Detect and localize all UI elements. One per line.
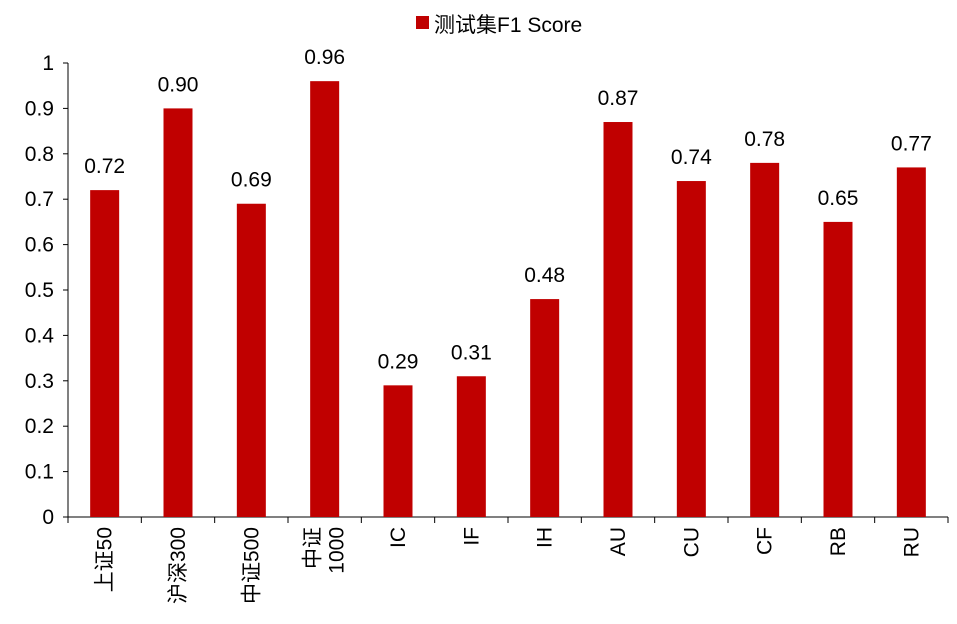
category-label: RB xyxy=(827,527,850,556)
category-label-line: IC xyxy=(387,527,410,548)
y-tick-label: 0.1 xyxy=(25,461,54,484)
category-label-line: CU xyxy=(680,527,703,557)
data-label: 0.87 xyxy=(598,87,639,110)
category-label-line: RB xyxy=(827,527,850,556)
bars xyxy=(90,81,926,518)
data-label: 0.72 xyxy=(84,155,125,178)
data-label: 0.69 xyxy=(231,169,272,192)
y-tick-label: 0.3 xyxy=(25,370,54,393)
bar xyxy=(236,203,266,518)
y-tick-label: 0 xyxy=(42,506,54,529)
data-label: 0.74 xyxy=(671,146,712,169)
category-label-line: 1000 xyxy=(326,527,349,574)
bar xyxy=(750,162,780,517)
bar xyxy=(823,221,853,517)
category-label-line: 中证 xyxy=(302,527,325,569)
category-label: 上证50 xyxy=(94,527,117,592)
bar xyxy=(603,122,633,518)
bar xyxy=(163,108,193,518)
category-label: 中证 1000 xyxy=(302,527,349,574)
y-tick-label: 1 xyxy=(42,52,54,75)
legend: 测试集F1 Score xyxy=(416,14,582,37)
category-label: CF xyxy=(754,527,777,555)
bar xyxy=(383,385,413,517)
y-axis: 0 0.1 0.2 0.3 0.4 0.5 0.6 0.7 0.8 0.9 1 xyxy=(25,52,69,529)
category-label-line: CF xyxy=(754,527,777,555)
bar xyxy=(530,299,560,517)
category-label-line: IF xyxy=(460,527,483,546)
y-tick-label: 0.2 xyxy=(25,415,54,438)
y-tick-label: 0.9 xyxy=(25,97,54,120)
category-label: RU xyxy=(900,527,923,557)
x-axis xyxy=(67,516,949,523)
y-tick-label: 0.6 xyxy=(25,234,54,257)
data-label: 0.29 xyxy=(378,350,419,373)
category-label: 中证500 xyxy=(240,527,263,604)
bar xyxy=(456,376,486,517)
data-label: 0.78 xyxy=(744,128,785,151)
category-label: CU xyxy=(680,527,703,557)
category-label-line: 沪深300 xyxy=(167,527,190,604)
y-tick-label: 0.7 xyxy=(25,188,54,211)
data-labels: 0.72 0.90 0.69 0.96 0.29 0.31 0.48 0.87 0.74 0.78… xyxy=(84,46,932,373)
data-label: 0.65 xyxy=(818,187,859,210)
data-label: 0.77 xyxy=(891,132,932,155)
category-label: 沪深300 xyxy=(167,527,190,604)
bar xyxy=(896,167,926,518)
legend-label: 测试集F1 Score xyxy=(434,14,582,37)
y-tick-label: 0.4 xyxy=(25,324,55,347)
category-label-line: IH xyxy=(534,527,557,548)
y-tick-label: 0.8 xyxy=(25,143,54,166)
category-label: IC xyxy=(387,527,410,548)
category-label-line: AU xyxy=(607,527,630,556)
data-label: 0.31 xyxy=(451,341,492,364)
bar xyxy=(676,181,706,518)
category-label: IH xyxy=(534,527,557,548)
data-label: 0.48 xyxy=(524,264,565,287)
data-label: 0.90 xyxy=(158,73,199,96)
legend-swatch xyxy=(416,16,429,29)
category-label: IF xyxy=(460,527,483,546)
category-label-line: 上证50 xyxy=(94,527,117,592)
y-tick-label: 0.5 xyxy=(25,279,54,302)
category-label-line: RU xyxy=(900,527,923,557)
bar xyxy=(90,190,120,517)
data-label: 0.96 xyxy=(304,46,345,69)
bar xyxy=(310,81,340,517)
category-label-line: 中证500 xyxy=(240,527,263,604)
category-labels: 上证50 沪深300 中证500 中证 1000 IC IF IH AU CU CF RB RU xyxy=(94,527,924,604)
category-label: AU xyxy=(607,527,630,556)
